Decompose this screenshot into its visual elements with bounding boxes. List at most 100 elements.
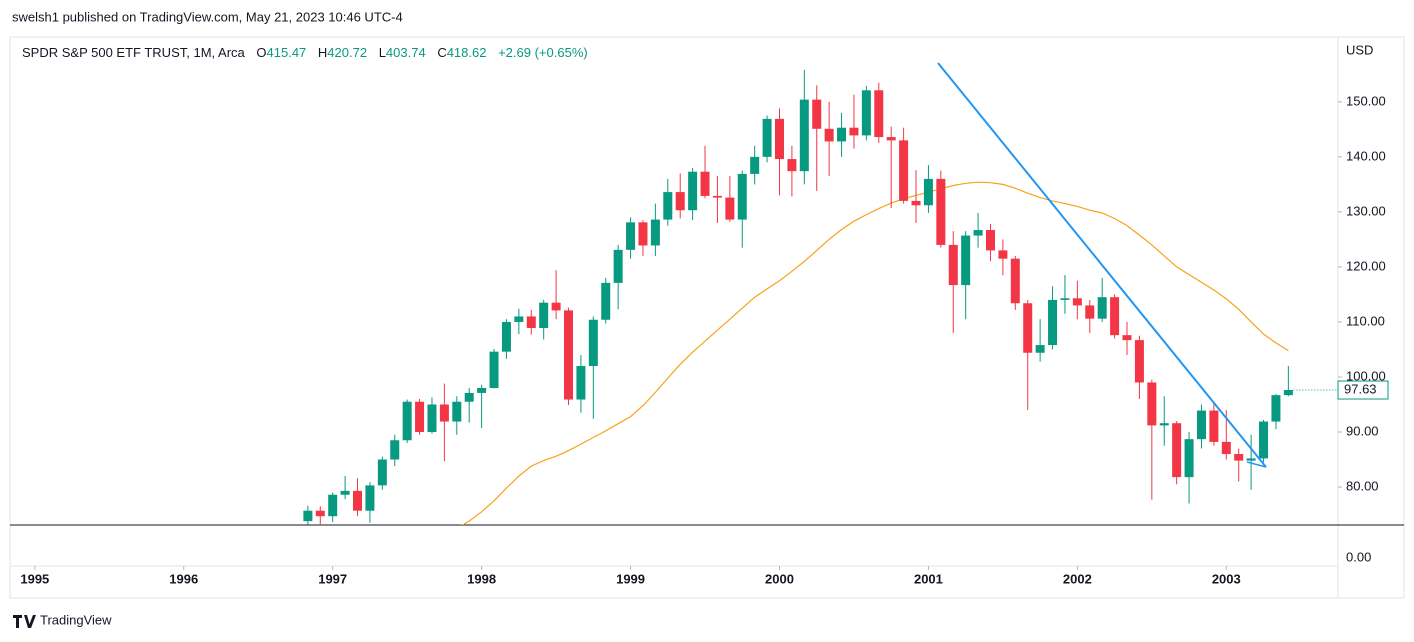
candle-body xyxy=(564,310,574,400)
lower-tick-label: 0.00 xyxy=(1346,549,1371,564)
y-tick-label: 90.00 xyxy=(1346,423,1379,438)
x-tick-label: 1997 xyxy=(318,571,347,586)
candle-body xyxy=(613,249,623,283)
frame xyxy=(9,36,1405,599)
candle-body xyxy=(1172,423,1182,478)
candle-body xyxy=(936,178,946,245)
currency: USD xyxy=(1346,42,1373,57)
candle-body xyxy=(799,99,809,172)
legend-high: 420.72 xyxy=(327,45,367,60)
candle-body xyxy=(1010,258,1020,304)
candle-body xyxy=(588,319,598,366)
candle-body xyxy=(1259,421,1269,459)
candle-body xyxy=(787,159,797,172)
candle-body xyxy=(526,316,536,328)
candle-body xyxy=(328,494,338,517)
y-tick-label: 110.00 xyxy=(1346,313,1385,328)
candle-body xyxy=(663,192,673,220)
candle-body xyxy=(1023,303,1033,353)
footer-logo: TradingView xyxy=(13,612,112,628)
y-tick-label: 100.00 xyxy=(1346,368,1386,383)
candle-body xyxy=(1048,299,1058,346)
candle-body xyxy=(390,440,400,460)
x-tick-label: 2003 xyxy=(1212,571,1241,586)
candle-body xyxy=(638,222,648,246)
candle-body xyxy=(576,365,586,400)
candle-body xyxy=(315,510,325,517)
candle-body xyxy=(1209,410,1219,442)
candle-body xyxy=(650,219,660,246)
candle-body xyxy=(1221,441,1231,455)
legend-o: O xyxy=(256,45,266,60)
candle-body xyxy=(353,490,363,511)
y-tick-label: 140.00 xyxy=(1346,148,1386,163)
candle-body xyxy=(849,127,859,136)
candle-body xyxy=(415,401,425,433)
legend-h: H xyxy=(318,45,327,60)
candle-body xyxy=(688,171,698,211)
candle-body xyxy=(402,401,412,441)
candle-body xyxy=(911,200,921,206)
byline: swelsh1 published on TradingView.com, Ma… xyxy=(12,9,403,24)
candle-body xyxy=(899,140,909,201)
candle-body xyxy=(1085,305,1095,319)
candle-body xyxy=(1097,297,1107,319)
candle-body xyxy=(1060,298,1070,300)
candle-body xyxy=(874,90,884,138)
trend-arrow xyxy=(1246,461,1267,468)
candle-body xyxy=(886,137,896,141)
candle-body xyxy=(489,351,499,388)
candle-body xyxy=(712,195,722,198)
x-tick-label: 1995 xyxy=(20,571,49,586)
moving-average xyxy=(461,181,1289,525)
x-tick-label: 1996 xyxy=(169,571,198,586)
candle-body xyxy=(861,90,871,136)
candle-body xyxy=(551,302,561,311)
legend-symbol: SPDR S&P 500 ETF TRUST, 1M, Arca xyxy=(22,45,246,60)
candle-body xyxy=(1246,458,1256,461)
y-tick-label: 130.00 xyxy=(1346,203,1386,218)
candle-body xyxy=(700,171,710,196)
candle-body xyxy=(501,321,511,352)
candle-body xyxy=(812,99,822,129)
candle-body xyxy=(762,118,772,157)
x-tick-label: 2000 xyxy=(765,571,794,586)
candle-body xyxy=(750,156,760,174)
candle-body xyxy=(923,178,933,206)
candle-body xyxy=(675,192,685,211)
legend-change: +2.69 (+0.65%) xyxy=(498,45,588,60)
legend-low: 403.74 xyxy=(386,45,426,60)
candle-body xyxy=(427,404,437,433)
footer-brand: TradingView xyxy=(40,612,112,627)
candle-body xyxy=(1110,297,1120,336)
candle-body xyxy=(948,244,958,286)
candle-body xyxy=(837,127,847,142)
plot xyxy=(303,69,1293,525)
x-tick-label: 2002 xyxy=(1063,571,1092,586)
legend-close: 418.62 xyxy=(447,45,487,60)
candle-body xyxy=(1122,335,1132,341)
candle-body xyxy=(998,250,1008,259)
candle-body xyxy=(1147,382,1157,426)
candle-body xyxy=(985,230,995,251)
candle-body xyxy=(774,118,784,160)
legend-c: C xyxy=(437,45,446,60)
candle-body xyxy=(1035,345,1045,353)
candle-body xyxy=(377,459,387,486)
x-tick-label: 1999 xyxy=(616,571,645,586)
candle-body xyxy=(1271,395,1281,422)
y-tick-label: 80.00 xyxy=(1346,478,1379,493)
candle-body xyxy=(539,302,549,328)
legend: SPDR S&P 500 ETF TRUST, 1M, Arca O415.47… xyxy=(22,45,588,60)
last-price-box xyxy=(1337,380,1389,400)
legend-open: 415.47 xyxy=(267,45,307,60)
candle-body xyxy=(1196,410,1206,440)
candle-body xyxy=(477,387,487,393)
x-tick-label: 2001 xyxy=(914,571,943,586)
x-tick-label: 1998 xyxy=(467,571,496,586)
trend-line xyxy=(937,62,1267,468)
candle-body xyxy=(514,316,524,322)
legend-l: L xyxy=(379,45,386,60)
candle-body xyxy=(626,222,636,250)
candle-body xyxy=(973,230,983,236)
